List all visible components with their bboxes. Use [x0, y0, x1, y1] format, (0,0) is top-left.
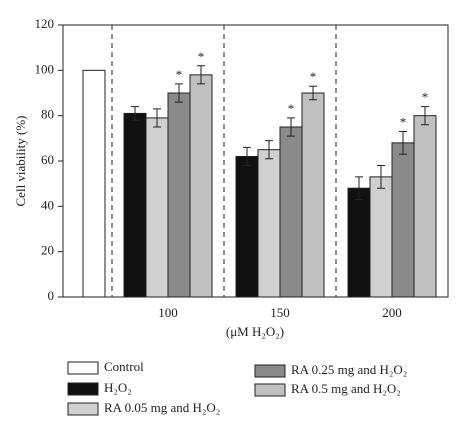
legend-label: RA 0.05 mg and H₂O₂ [104, 400, 220, 415]
significance-mark: * [422, 90, 429, 105]
error-bar [265, 140, 273, 160]
error-bar [197, 65, 205, 85]
error-bar [377, 165, 385, 189]
error-bar [153, 108, 161, 128]
bar [279, 126, 303, 298]
legend-label: RA 0.25 mg and H₂O₂ [291, 362, 407, 377]
y-tick-label: 40 [41, 197, 54, 212]
legend-swatch [254, 383, 286, 397]
x-tick-label: 200 [382, 305, 402, 320]
error-bar [399, 131, 407, 155]
bar [123, 112, 147, 298]
error-bar [131, 106, 139, 121]
y-axis-label: Cell viability (%) [13, 116, 28, 207]
significance-mark: * [176, 67, 183, 82]
significance-mark: * [198, 49, 205, 64]
significance-mark: * [288, 101, 295, 116]
legend-label: RA 0.5 mg and H₂O₂ [291, 381, 401, 396]
y-tick-label: 80 [41, 107, 54, 122]
bar [235, 155, 259, 298]
bar [189, 74, 213, 298]
x-tick-label: 100 [158, 305, 178, 320]
legend-swatch [67, 382, 99, 396]
error-bar [243, 146, 251, 167]
legend-label: H₂O₂ [104, 380, 132, 395]
legend-swatch [67, 361, 99, 375]
bar [82, 69, 106, 298]
bar [347, 187, 371, 298]
error-bar [175, 83, 183, 103]
bar [301, 92, 325, 298]
error-bar [355, 176, 363, 201]
legend-label: Control [104, 359, 144, 374]
bar [145, 117, 169, 298]
significance-mark: * [310, 69, 317, 84]
bar [369, 176, 393, 298]
significance-mark: * [400, 115, 407, 130]
bar [257, 149, 281, 298]
bar [413, 115, 437, 298]
y-tick-label: 0 [48, 288, 55, 303]
y-tick-label: 60 [41, 152, 54, 167]
error-bar [309, 85, 317, 101]
y-tick-label: 100 [35, 61, 55, 76]
x-axis-label: (μM H₂O₂) [226, 324, 284, 339]
y-tick-label: 120 [35, 16, 55, 31]
y-tick-label: 20 [41, 243, 54, 258]
bar [167, 92, 191, 298]
legend-swatch [67, 402, 99, 416]
error-bar [287, 117, 295, 137]
x-tick-label: 150 [270, 305, 290, 320]
error-bar [421, 106, 429, 126]
bar [391, 142, 415, 298]
legend-swatch [254, 364, 286, 378]
